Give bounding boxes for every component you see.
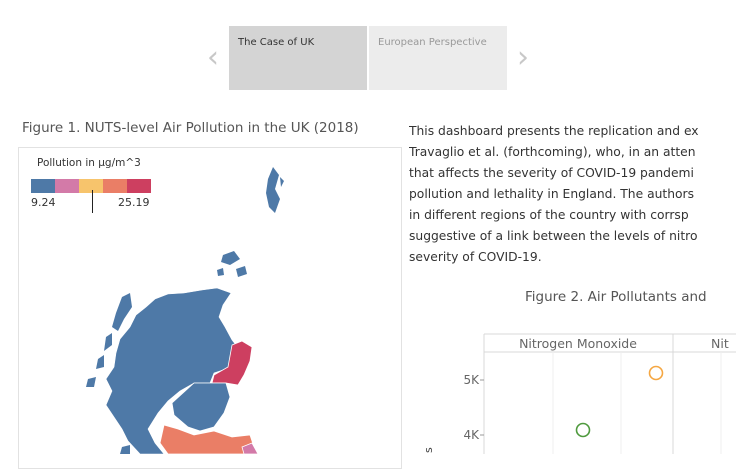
intro-line: Travaglio et al. (forthcoming), who, in … bbox=[409, 145, 696, 159]
figure1-title: Figure 1. NUTS-level Air Pollution in th… bbox=[22, 120, 359, 136]
chevron-left-icon[interactable]: ‹ bbox=[207, 40, 219, 75]
region-shetland[interactable] bbox=[266, 167, 284, 213]
panel-header-nitrogen-monoxide: Nitrogen Monoxide bbox=[519, 336, 637, 351]
region-north-east-england[interactable] bbox=[241, 442, 259, 454]
region-scotland[interactable] bbox=[105, 287, 247, 454]
legend-swatch bbox=[31, 179, 55, 193]
tab-label: European Perspective bbox=[378, 37, 487, 48]
intro-line: in different regions of the country with… bbox=[409, 208, 689, 222]
y-axis-label: s bbox=[422, 447, 435, 453]
figure2-title: Figure 2. Air Pollutants and bbox=[525, 289, 707, 305]
intro-line: that affects the severity of COVID-19 pa… bbox=[409, 166, 694, 180]
uk-map[interactable] bbox=[18, 147, 400, 454]
legend-swatch bbox=[103, 179, 127, 193]
legend-color-bar[interactable] bbox=[31, 179, 151, 193]
region-north-east-scotland[interactable] bbox=[211, 340, 253, 386]
gridlines bbox=[552, 352, 722, 454]
chevron-right-icon[interactable]: › bbox=[517, 40, 529, 75]
intro-line: This dashboard presents the replication … bbox=[409, 124, 699, 138]
legend-title: Pollution in µg/m^3 bbox=[37, 157, 141, 169]
panel-header-2: Nit bbox=[711, 336, 729, 351]
legend-swatch bbox=[79, 179, 103, 193]
y-tick-label: 5K bbox=[463, 373, 480, 387]
region-eastern-scotland[interactable] bbox=[171, 382, 231, 432]
intro-line: severity of COVID-19. bbox=[409, 250, 542, 264]
tab-label: The Case of UK bbox=[238, 37, 315, 48]
scatter-point[interactable] bbox=[648, 365, 664, 381]
region-hebrides[interactable] bbox=[86, 293, 132, 454]
legend-min: 9.24 bbox=[31, 196, 56, 209]
y-tick-label: 4K bbox=[463, 428, 480, 442]
legend-swatch bbox=[55, 179, 79, 193]
scatter-point[interactable] bbox=[575, 422, 591, 438]
tab-the-case-of-uk[interactable]: The Case of UK bbox=[229, 26, 367, 90]
legend-marker bbox=[92, 190, 93, 213]
scatter-chart[interactable]: Nitrogen Monoxide Nit 5K 4K s bbox=[405, 326, 736, 454]
tab-european-perspective[interactable]: European Perspective bbox=[369, 26, 507, 90]
region-orkney[interactable] bbox=[217, 251, 247, 277]
intro-line: pollution and lethality in England. The … bbox=[409, 187, 695, 201]
region-southern-scotland[interactable] bbox=[159, 424, 255, 454]
intro-text: This dashboard presents the replication … bbox=[409, 121, 736, 268]
legend-max: 25.19 bbox=[118, 196, 150, 209]
intro-line: suggestive of a link between the levels … bbox=[409, 229, 698, 243]
legend-swatch bbox=[127, 179, 151, 193]
